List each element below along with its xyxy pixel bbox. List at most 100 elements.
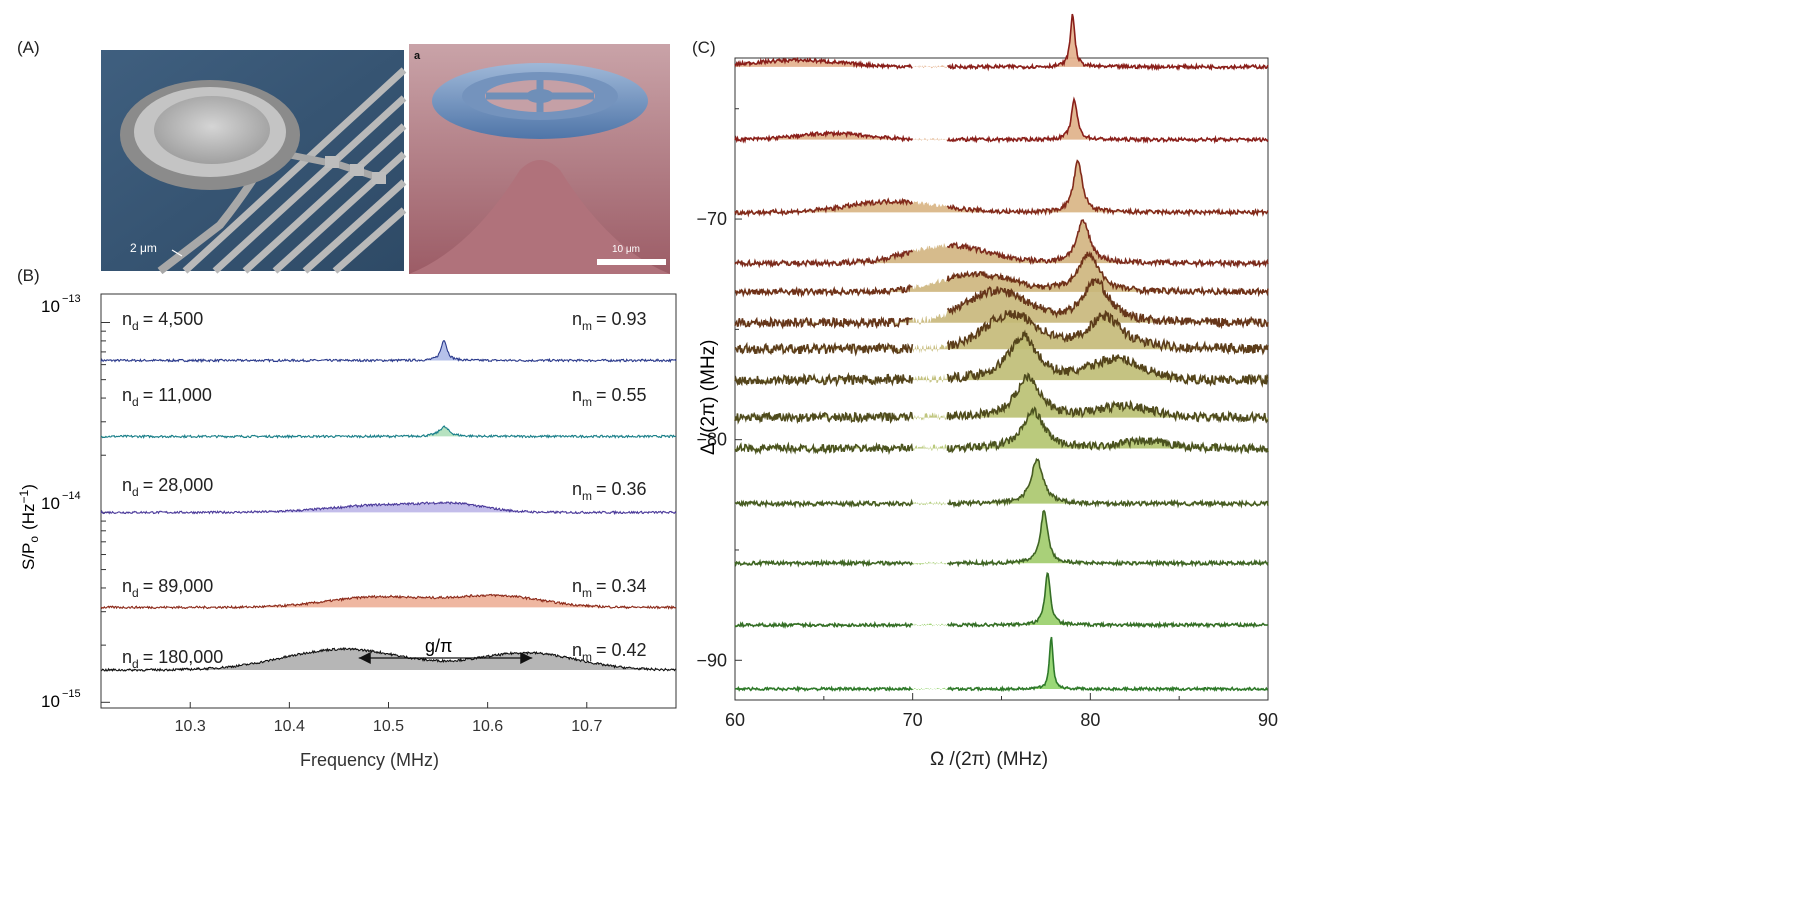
- chart-b-series-line: [100, 593, 677, 610]
- chart-b: 10.3 10.4 10.5 10.6 10.7 10 −13 10 −14 10 −1…: [17, 293, 677, 770]
- sem-image-right: a 10 μm: [409, 44, 670, 274]
- chart-b-ytick-label: 10: [41, 692, 60, 711]
- chart-b-series-fill: [101, 340, 676, 362]
- chart-b-ytick-exp: −13: [62, 293, 81, 305]
- chart-c-series-line: [735, 636, 1268, 693]
- chart-b-ylabel-sub: o: [27, 536, 41, 543]
- chart-c-series-line: [734, 571, 1269, 630]
- chart-b-ytick-exp: −15: [62, 688, 81, 700]
- chart-c-series-fill: [735, 220, 1268, 266]
- chart-b-series-line: [100, 340, 677, 364]
- chart-b-ytick-exp: −14: [62, 490, 81, 502]
- chart-c-series-fill: [735, 251, 1268, 295]
- chart-c-series-line: [734, 329, 1269, 388]
- chart-b-series-group: [100, 340, 677, 672]
- chart-b-ticks: 10.3 10.4 10.5 10.6 10.7: [101, 321, 602, 735]
- nd-label-1: nd = 4,500: [122, 309, 203, 333]
- chart-c-series-line: [734, 457, 1269, 509]
- sem-right-hub: [526, 89, 554, 103]
- scale-arrow-left: [171, 249, 183, 257]
- chart-b-coupling-label: g/π: [425, 636, 452, 656]
- scale-bar-right: [597, 259, 666, 265]
- chart-c-series-line: [734, 96, 1269, 145]
- chart-b-ylabel-unit: (Hz: [19, 503, 38, 529]
- sem-left-clamps: [325, 156, 386, 184]
- nd-label-4: nd = 89,000: [122, 576, 213, 600]
- chart-b-ytick-label: 10: [41, 494, 60, 513]
- chart-c-series-line: [734, 372, 1269, 425]
- chart-c-series-group: [734, 13, 1269, 693]
- chart-b-ylabel-unit-sup: −1: [17, 489, 31, 503]
- chart-b-ytick-14: 10 −14: [41, 490, 81, 513]
- chart-c-xtick-label: 60: [725, 710, 745, 730]
- chart-b-ylabel-main: S/P: [19, 543, 38, 570]
- chart-b-xtick-label: 10.3: [175, 718, 206, 735]
- nm-label-1: nm = 0.93: [572, 309, 647, 333]
- panel-label-a: (A): [17, 38, 40, 57]
- chart-c-series-line: [734, 309, 1269, 357]
- panel-label-c: (C): [692, 38, 716, 57]
- chart-c-series-fill: [735, 310, 1268, 354]
- chart-b-xtick-label: 10.6: [472, 718, 503, 735]
- chart-c-xtick-label: 80: [1080, 710, 1100, 730]
- chart-c-series-fill: [735, 278, 1268, 327]
- scale-label-right: 10 μm: [612, 244, 640, 255]
- chart-c-series-line: [734, 219, 1269, 269]
- chart-c-series-fill: [735, 573, 1268, 627]
- image-corner-label: a: [414, 50, 421, 62]
- chart-b-ylabel-unit-end: ): [19, 484, 38, 490]
- sem-left-waveguides: [182, 67, 407, 274]
- chart-c-ticks: 60 70 80 90 −70 −80 −90: [696, 108, 1278, 730]
- nm-label-5: nm = 0.42: [572, 640, 647, 664]
- chart-c-series-line: [734, 406, 1269, 456]
- nd-label-2: nd = 11,000: [122, 385, 212, 409]
- svg-text:S/Po(Hz−1): S/Po (Hz−1): [17, 484, 41, 570]
- chart-b-ytick-13: 10 −13: [41, 293, 81, 316]
- nd-label-3: nd = 28,000: [122, 475, 213, 499]
- chart-c-series-line: [734, 159, 1269, 218]
- chart-c-series-line: [734, 277, 1269, 330]
- chart-c-series-line: [734, 250, 1269, 298]
- chart-b-series-fill: [101, 594, 676, 609]
- chart-c-xtick-label: 70: [903, 710, 923, 730]
- coupling-arrow-head-right: [520, 652, 533, 664]
- chart-c-xtick-label: 90: [1258, 710, 1278, 730]
- chart-c-series-fill: [735, 160, 1268, 215]
- sem-image-left: 2 μm: [101, 50, 407, 275]
- chart-c-series-line: [734, 509, 1269, 568]
- coupling-arrow-head-left: [358, 652, 371, 664]
- nm-label-2: nm = 0.55: [572, 385, 647, 409]
- chart-b-xlabel: Frequency (MHz): [300, 750, 439, 770]
- chart-c-ytick-label: −70: [696, 209, 727, 229]
- chart-b-xtick-label: 10.4: [274, 718, 305, 735]
- nm-label-4: nm = 0.34: [572, 576, 647, 600]
- chart-b-ytick-15: 10 −15: [41, 688, 81, 711]
- chart-c-series-fill: [735, 637, 1268, 691]
- chart-b-ytick-label: 10: [41, 297, 60, 316]
- chart-b-series-line: [100, 425, 677, 440]
- chart-c-series-line: [734, 13, 1269, 72]
- chart-c-xlabel: Ω /(2π) (MHz): [930, 749, 1048, 770]
- chart-c-series-fill: [735, 14, 1268, 69]
- sem-left-disk: [154, 96, 270, 164]
- chart-b-series-line: [100, 647, 677, 672]
- chart-c-series-fill: [735, 459, 1268, 506]
- chart-b-xtick-label: 10.7: [571, 718, 602, 735]
- chart-c-ylabel: Δ /(2π) (MHz): [698, 339, 719, 455]
- chart-b-series-line: [100, 501, 677, 516]
- chart-b-xtick-label: 10.5: [373, 718, 404, 735]
- chart-c-ytick-label: −80: [696, 430, 727, 450]
- nm-label-3: nm = 0.36: [572, 479, 647, 503]
- nd-label-5: nd = 180,000: [122, 647, 223, 671]
- chart-c-ylabel-wrap: Δ /(2π) (MHz): [698, 339, 719, 455]
- chart-c-series-fill: [735, 332, 1268, 385]
- sem-right-pedestal: [409, 160, 670, 274]
- chart-b-ylabel: S/Po (Hz−1): [17, 484, 41, 570]
- panel-label-b: (B): [17, 266, 40, 285]
- chart-b-annotations: nd = 4,500 nm = 0.93 nd = 11,000 nm = 0.55 n…: [122, 309, 647, 671]
- chart-c: 60 70 80 90 −70 −80 −90 Δ /(2π) (MHz) Ω /(2π) …: [696, 13, 1278, 770]
- chart-b-series-fill: [101, 502, 676, 514]
- chart-c-ytick-label: −90: [696, 650, 727, 670]
- sem-left-arm: [289, 151, 382, 182]
